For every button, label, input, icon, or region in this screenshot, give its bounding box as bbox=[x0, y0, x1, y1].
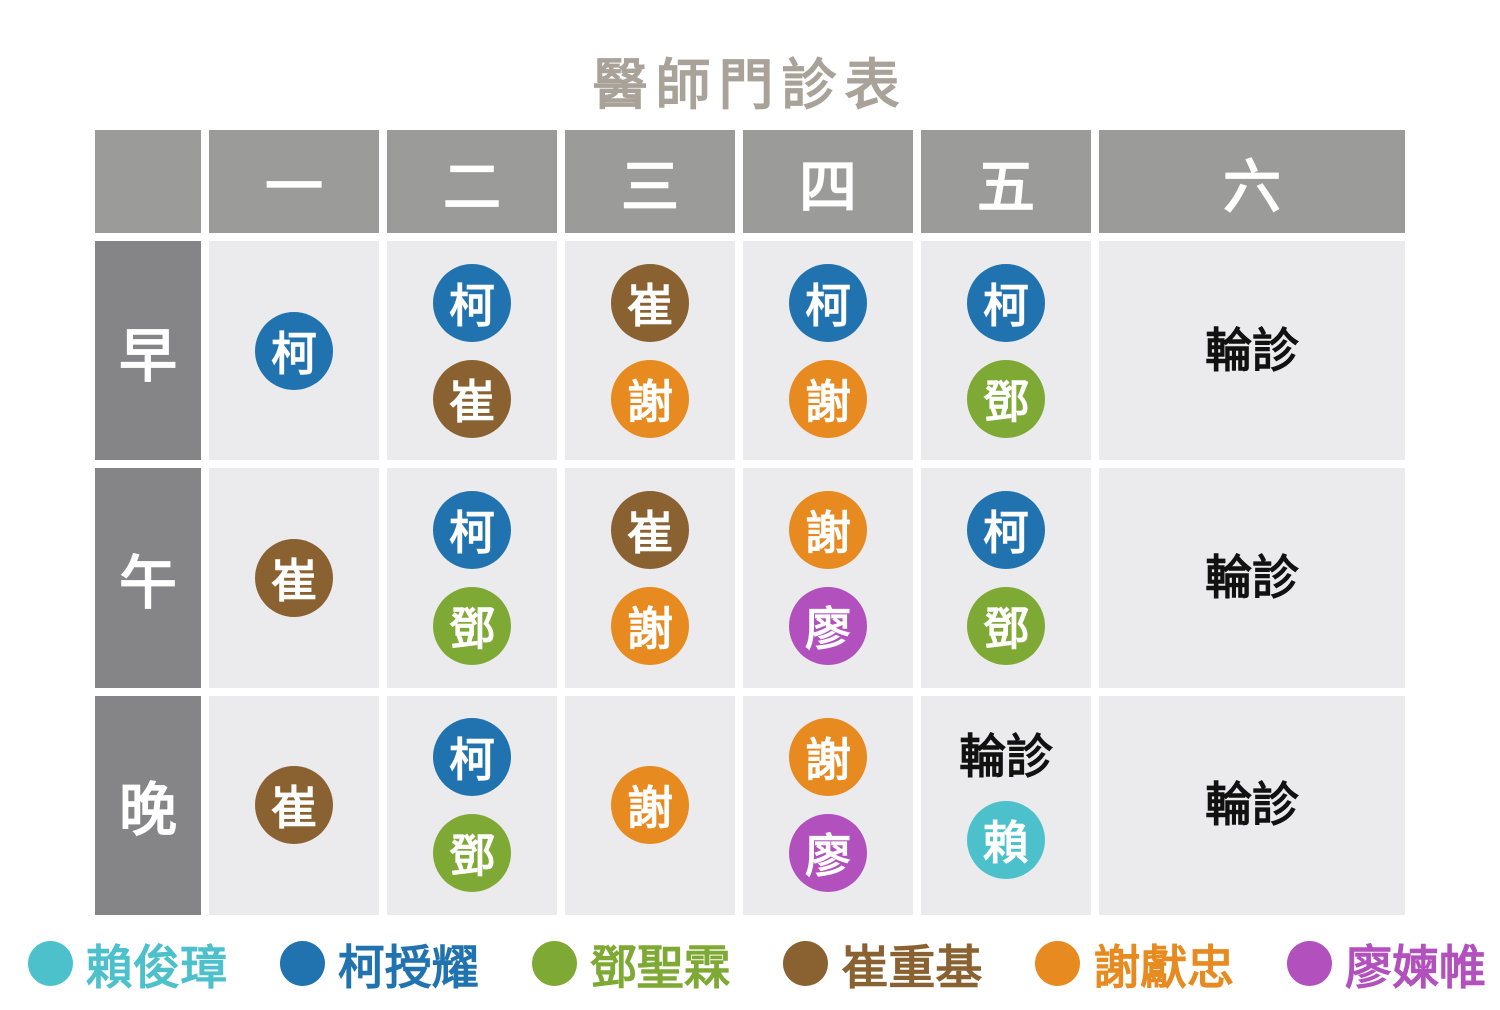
schedule-cell: 輪診 bbox=[1099, 241, 1405, 461]
doctor-badge-ke: 柯 bbox=[967, 263, 1045, 342]
doctor-badge-xie: 謝 bbox=[789, 718, 867, 797]
row-label-晚: 晚 bbox=[95, 695, 201, 915]
schedule-cell: 柯 bbox=[209, 241, 379, 461]
doctor-badge-deng: 鄧 bbox=[433, 814, 511, 893]
row-label-早: 早 bbox=[95, 241, 201, 461]
schedule-cell: 崔 bbox=[209, 695, 379, 915]
row-label-午: 午 bbox=[95, 468, 201, 688]
column-header-6: 六 bbox=[1099, 130, 1405, 233]
schedule-cell: 柯鄧 bbox=[921, 241, 1091, 461]
doctor-badge-deng: 鄧 bbox=[967, 586, 1045, 665]
legend-dot-liao bbox=[1286, 940, 1332, 986]
doctor-badge-cui: 崔 bbox=[611, 263, 689, 342]
rotation-duty-label: 輪診 bbox=[1205, 778, 1299, 832]
schedule-cell: 輪診賴 bbox=[921, 695, 1091, 915]
legend-dot-deng bbox=[531, 940, 577, 986]
legend-label-ke: 柯授耀 bbox=[337, 940, 479, 994]
schedule-cell: 柯謝 bbox=[743, 241, 913, 461]
doctor-badge-xie: 謝 bbox=[611, 766, 689, 845]
legend-dot-cui bbox=[783, 940, 829, 986]
legend-label-lai: 賴俊璋 bbox=[86, 940, 227, 994]
column-header-2: 二 bbox=[387, 130, 557, 233]
schedule-cell: 輪診 bbox=[1099, 468, 1405, 688]
doctor-badge-cui: 崔 bbox=[255, 766, 333, 845]
rotation-duty-label: 輪診 bbox=[1205, 551, 1299, 605]
doctor-badge-deng: 鄧 bbox=[967, 359, 1045, 438]
schedule-cell: 柯崔 bbox=[387, 241, 557, 461]
legend-label-xie: 謝獻忠 bbox=[1093, 940, 1235, 994]
legend-dot-xie bbox=[1035, 940, 1081, 986]
rotation-duty-label: 輪診 bbox=[1205, 323, 1299, 377]
legend-dot-lai bbox=[28, 940, 73, 986]
legend-label-cui: 崔重基 bbox=[841, 940, 983, 994]
doctor-badge-cui: 崔 bbox=[433, 359, 511, 438]
legend-item-ke: 柯授耀 bbox=[279, 929, 479, 998]
doctor-badge-xie: 謝 bbox=[789, 490, 867, 569]
doctor-badge-liao: 廖 bbox=[789, 814, 867, 893]
doctor-badge-cui: 崔 bbox=[255, 538, 333, 617]
schedule-cell: 柯鄧 bbox=[921, 468, 1091, 688]
doctor-badge-lai: 賴 bbox=[967, 801, 1045, 880]
column-header-4: 四 bbox=[743, 130, 913, 233]
schedule-cell: 謝 bbox=[565, 695, 735, 915]
schedule-cell: 崔謝 bbox=[565, 241, 735, 461]
schedule-cell: 柯鄧 bbox=[387, 468, 557, 688]
schedule-cell: 崔 bbox=[209, 468, 379, 688]
doctor-badge-ke: 柯 bbox=[967, 490, 1045, 569]
legend-item-xie: 謝獻忠 bbox=[1035, 929, 1234, 998]
doctor-badge-xie: 謝 bbox=[789, 359, 867, 438]
page-title: 醫師門診表 bbox=[592, 54, 908, 116]
column-header-3: 三 bbox=[565, 130, 735, 233]
legend-item-lai: 賴俊璋 bbox=[28, 929, 227, 998]
doctor-badge-ke: 柯 bbox=[789, 263, 867, 342]
doctor-badge-ke: 柯 bbox=[255, 311, 333, 390]
schedule-cell: 輪診 bbox=[1099, 695, 1405, 915]
legend-item-liao: 廖媡帷 bbox=[1286, 929, 1486, 998]
rotation-duty-label: 輪診 bbox=[959, 730, 1053, 784]
schedule-cell: 謝廖 bbox=[743, 695, 913, 915]
schedule-cell: 謝廖 bbox=[743, 468, 913, 688]
doctor-badge-cui: 崔 bbox=[611, 490, 689, 569]
doctor-badge-ke: 柯 bbox=[433, 263, 511, 342]
legend-item-cui: 崔重基 bbox=[783, 929, 982, 998]
legend-dot-ke bbox=[279, 940, 325, 986]
doctor-badge-xie: 謝 bbox=[611, 586, 689, 665]
schedule-cell: 柯鄧 bbox=[387, 695, 557, 915]
legend-label-liao: 廖媡帷 bbox=[1344, 940, 1486, 994]
doctor-badge-xie: 謝 bbox=[611, 359, 689, 438]
schedule-table: 一二三四五六早柯柯崔崔謝柯謝柯鄧輪診午崔柯鄧崔謝謝廖柯鄧輪診晚崔柯鄧謝謝廖輪診賴… bbox=[95, 130, 1405, 915]
legend-label-deng: 鄧聖霖 bbox=[589, 940, 731, 994]
doctor-badge-liao: 廖 bbox=[789, 586, 867, 665]
legend-item-deng: 鄧聖霖 bbox=[531, 929, 731, 998]
schedule-cell: 崔謝 bbox=[565, 468, 735, 688]
doctor-badge-ke: 柯 bbox=[433, 490, 511, 569]
legend: 賴俊璋 柯授耀 鄧聖霖 崔重基 謝獻忠 廖媡帷 bbox=[28, 930, 1486, 996]
doctor-badge-deng: 鄧 bbox=[433, 586, 511, 665]
table-corner-cell bbox=[95, 130, 201, 233]
column-header-5: 五 bbox=[921, 130, 1091, 233]
column-header-1: 一 bbox=[209, 130, 379, 233]
doctor-badge-ke: 柯 bbox=[433, 718, 511, 797]
